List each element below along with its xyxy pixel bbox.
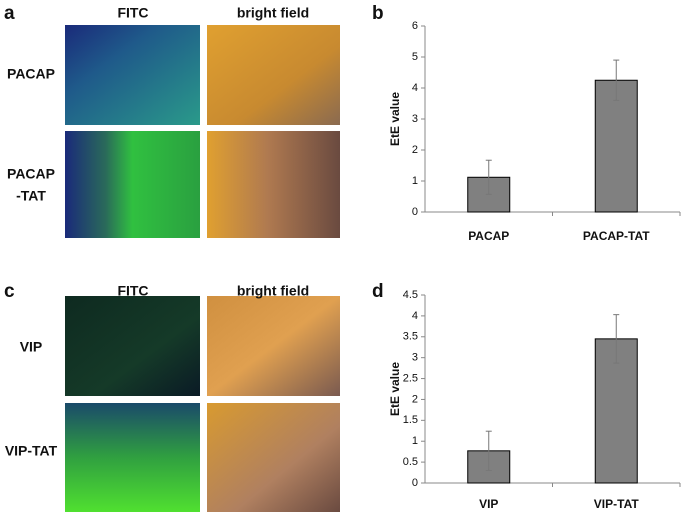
y-tick-label: 1 [412,175,418,187]
x-tick-label: VIP [479,497,498,511]
x-tick-label: VIP-TAT [594,497,640,511]
image [207,296,340,396]
y-tick-label: 0 [412,206,418,218]
image [207,25,340,125]
y-tick-label: 0 [412,477,418,489]
y-tick-label: 2 [412,393,418,405]
image [207,131,340,238]
image [65,25,200,125]
row-label: VIP-TAT [5,443,58,459]
panel-label: c [4,281,15,302]
y-tick-label: 0.5 [403,456,418,468]
y-tick-label: 3 [412,113,418,125]
y-tick-label: 5 [412,51,418,63]
y-axis-label: EtE value [388,92,402,146]
image [65,131,200,238]
y-axis-label: EtE value [388,362,402,416]
row-label: PACAP [7,66,55,82]
y-tick-label: 3.5 [403,331,418,343]
y-tick-label: 1.5 [403,414,418,426]
row-label: VIP [20,339,43,355]
panel-label: a [4,3,15,24]
microscopy-images [65,25,340,512]
y-tick-label: 2 [412,144,418,156]
panel-label: d [372,281,384,302]
row-label: -TAT [16,188,46,204]
column-header: FITC [117,283,148,299]
x-tick-label: PACAP-TAT [583,229,650,243]
panel-label: b [372,3,384,24]
y-tick-label: 3 [412,352,418,364]
y-tick-label: 4.5 [403,289,418,301]
image [65,296,200,396]
bar [594,79,638,213]
y-tick-label: 6 [412,20,418,32]
column-header: bright field [237,5,309,21]
y-tick-label: 1 [412,435,418,447]
column-header: FITC [117,5,148,21]
image [207,403,340,512]
x-tick-label: PACAP [468,229,509,243]
y-tick-label: 4 [412,310,418,322]
image [65,403,200,512]
y-tick-label: 4 [412,82,418,94]
column-header: bright field [237,283,309,299]
row-label: PACAP [7,166,55,182]
y-tick-label: 2.5 [403,372,418,384]
